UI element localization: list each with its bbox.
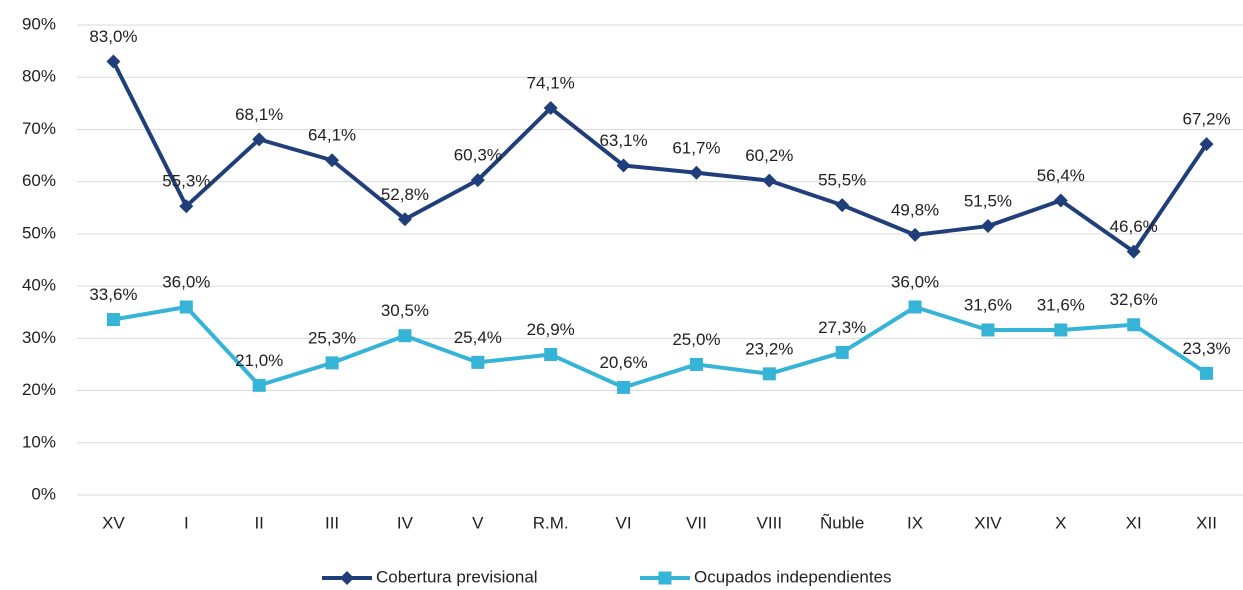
data-point [617, 380, 631, 394]
data-point [397, 212, 412, 227]
data-point [325, 153, 340, 168]
legend-label: Cobertura previsional [376, 567, 538, 586]
data-label: 20,6% [599, 353, 647, 372]
data-label: 27,3% [818, 318, 866, 337]
data-point [106, 54, 121, 69]
x-tick-label: R.M. [533, 513, 569, 532]
data-label: 26,9% [527, 320, 575, 339]
data-point [106, 313, 120, 327]
data-point [1053, 193, 1068, 208]
data-label: 33,6% [89, 285, 137, 304]
data-label: 23,3% [1182, 339, 1230, 358]
data-label: 60,3% [454, 146, 502, 165]
data-label: 25,4% [454, 328, 502, 347]
data-label: 36,0% [891, 272, 939, 291]
y-tick-label: 50% [22, 223, 56, 242]
data-point [762, 367, 776, 381]
x-tick-label: I [184, 513, 189, 532]
series-line [111, 60, 1209, 254]
data-label: 31,6% [1037, 295, 1085, 314]
data-point [908, 227, 923, 242]
x-tick-label: VI [616, 513, 632, 532]
data-label: 63,1% [599, 131, 647, 150]
legend-marker [340, 571, 354, 585]
data-label: 49,8% [891, 200, 939, 219]
data-label: 55,3% [162, 172, 210, 191]
data-point [252, 132, 267, 147]
data-label: 51,5% [964, 192, 1012, 211]
data-label: 32,6% [1110, 290, 1158, 309]
x-tick-label: IX [907, 513, 923, 532]
y-tick-label: 80% [22, 67, 56, 86]
y-tick-label: 30% [22, 328, 56, 347]
data-point [1126, 244, 1141, 259]
data-point [835, 198, 850, 213]
data-label: 55,5% [818, 171, 866, 190]
data-point [544, 348, 558, 362]
x-tick-label: Ñuble [820, 513, 864, 532]
data-point [179, 199, 194, 214]
data-label: 46,6% [1110, 217, 1158, 236]
y-tick-label: 60% [22, 171, 56, 190]
y-tick-label: 20% [22, 380, 56, 399]
y-tick-label: 10% [22, 432, 56, 451]
y-tick-label: 0% [31, 484, 56, 503]
data-point [470, 173, 485, 188]
legend-label: Ocupados independientes [694, 567, 892, 586]
data-label: 21,0% [235, 351, 283, 370]
data-label: 30,5% [381, 301, 429, 320]
data-label: 52,8% [381, 185, 429, 204]
data-point [1199, 137, 1214, 152]
x-tick-label: X [1055, 513, 1066, 532]
x-tick-label: XIV [974, 513, 1002, 532]
data-label: 60,2% [745, 146, 793, 165]
data-point [1054, 323, 1068, 337]
x-tick-label: III [325, 513, 339, 532]
y-tick-label: 40% [22, 276, 56, 295]
data-point [1127, 318, 1141, 332]
data-point [325, 356, 339, 370]
x-tick-label: VIII [757, 513, 783, 532]
data-point [689, 165, 704, 180]
data-point [179, 300, 193, 314]
data-label: 74,1% [527, 74, 575, 93]
data-label: 25,3% [308, 328, 356, 347]
data-point [835, 345, 849, 359]
data-label: 61,7% [672, 138, 720, 157]
data-point [543, 101, 558, 116]
data-point [1200, 366, 1214, 380]
x-tick-label: IV [397, 513, 414, 532]
data-point [616, 158, 631, 173]
x-tick-label: XV [102, 513, 125, 532]
data-label: 31,6% [964, 295, 1012, 314]
data-label: 25,0% [672, 330, 720, 349]
data-label: 36,0% [162, 272, 210, 291]
data-point [471, 355, 485, 369]
data-point [689, 357, 703, 371]
data-point [398, 329, 412, 343]
data-label: 67,2% [1182, 110, 1230, 129]
data-point [980, 219, 995, 234]
data-point [908, 300, 922, 314]
data-point [981, 323, 995, 337]
y-tick-label: 70% [22, 119, 56, 138]
x-tick-label: XI [1126, 513, 1142, 532]
x-tick-label: II [254, 513, 263, 532]
x-tick-label: XII [1196, 513, 1217, 532]
y-tick-label: 90% [22, 14, 56, 33]
x-tick-label: VII [686, 513, 707, 532]
x-tick-label: V [472, 513, 484, 532]
data-point [252, 378, 266, 392]
legend-marker [658, 571, 672, 585]
data-point [762, 173, 777, 188]
data-label: 23,2% [745, 339, 793, 358]
series-line [113, 305, 1208, 390]
data-label: 83,0% [89, 27, 137, 46]
data-label: 56,4% [1037, 166, 1085, 185]
data-label: 68,1% [235, 105, 283, 124]
data-label: 64,1% [308, 126, 356, 145]
